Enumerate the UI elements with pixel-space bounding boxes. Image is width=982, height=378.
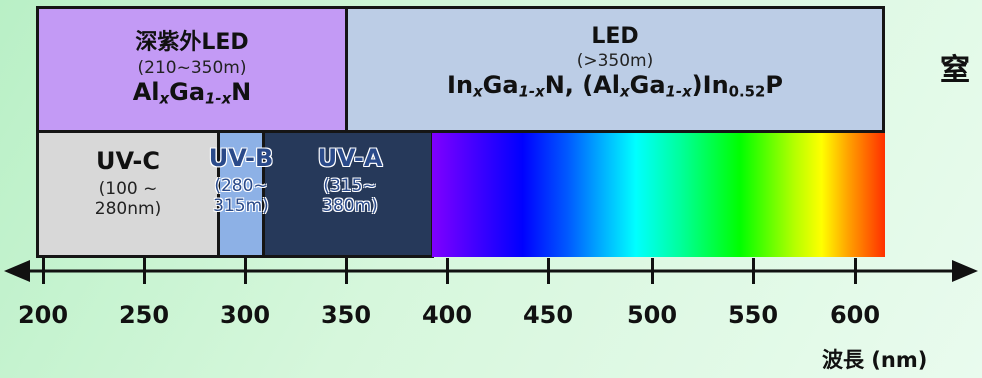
led-formula: InxGa1-xN, (AlxGa1-x)In0.52P	[447, 71, 783, 101]
uv-b-range-2: 315m)	[213, 196, 269, 216]
uv-c-range-1: (100 ~	[98, 179, 158, 199]
uv-a-range-2: 380m)	[322, 196, 378, 216]
axis-label: 波長 (nm)	[822, 348, 928, 372]
tick-label-300: 300	[219, 301, 271, 329]
led-range: (>350m)	[576, 51, 654, 71]
tick-label-350: 350	[320, 301, 372, 329]
led-title: LED	[591, 24, 639, 49]
tick-label-600: 600	[829, 301, 881, 329]
led-box: LED (>350m) InxGa1-xN, (AlxGa1-x)In0.52P	[345, 6, 885, 133]
tick-label-450: 450	[522, 301, 574, 329]
tick-label-250: 250	[118, 301, 170, 329]
deep-uv-led-title: 深紫外LED	[135, 30, 249, 55]
tick-label-500: 500	[626, 301, 678, 329]
uv-b-range-1: (280~	[214, 176, 268, 196]
uv-b-box	[217, 130, 265, 258]
uv-a-label: UV-A (315~ 380m)	[300, 144, 400, 216]
tick-450	[547, 258, 550, 284]
uv-c-range-2: 280nm)	[94, 199, 162, 219]
deep-uv-led-range: (210~350m)	[137, 58, 247, 78]
wavelength-axis	[4, 260, 978, 282]
tick-500	[651, 258, 654, 284]
uv-b-name: UV-B	[208, 144, 274, 172]
tick-400	[446, 258, 449, 284]
tick-label-550: 550	[727, 301, 779, 329]
tick-550	[752, 258, 755, 284]
axis-arrow-right	[952, 260, 978, 282]
side-text: 窒	[940, 53, 970, 88]
visible-spectrum-bar	[432, 133, 885, 257]
uv-a-name: UV-A	[317, 144, 383, 172]
tick-350	[345, 258, 348, 284]
tick-label-400: 400	[421, 301, 473, 329]
tick-600	[854, 258, 857, 284]
uv-a-box	[262, 130, 434, 258]
tick-label-200: 200	[17, 301, 69, 329]
tick-250	[143, 258, 146, 284]
axis-arrow-left	[4, 260, 30, 282]
deep-uv-led-formula: AlxGa1-xN	[132, 78, 252, 108]
uv-c-name: UV-C	[96, 147, 160, 175]
tick-200	[42, 258, 45, 284]
uv-b-label: UV-B (280~ 315m)	[196, 144, 286, 216]
tick-300	[244, 258, 247, 284]
deep-uv-led-box: 深紫外LED (210~350m) AlxGa1-xN	[36, 6, 348, 133]
uv-c-box: UV-C (100 ~ 280nm)	[36, 130, 220, 258]
uv-a-range-1: (315~	[323, 176, 377, 196]
